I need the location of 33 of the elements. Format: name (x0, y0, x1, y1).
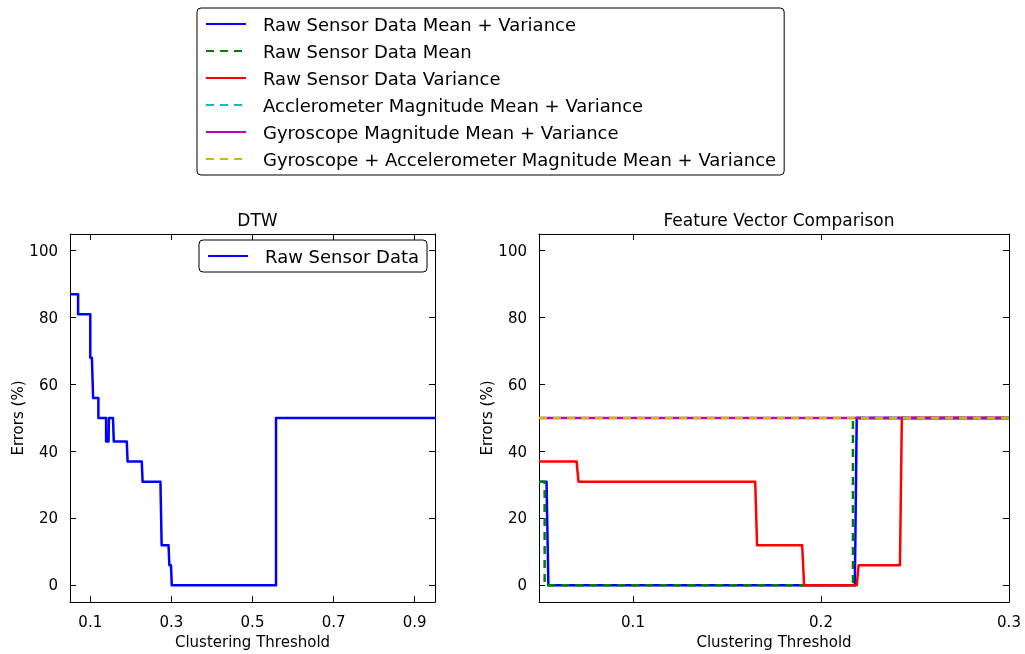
y-tick-label: 60 (38, 375, 58, 394)
chart-title: Feature Vector Comparison (663, 209, 895, 230)
y-tick-label: 40 (507, 442, 527, 461)
y-axis-title: Errors (%) (477, 380, 496, 456)
y-axis-title: Errors (%) (8, 380, 27, 456)
legend-label: Gyroscope + Accelerometer Magnitude Mean + Variance (263, 148, 777, 170)
legend-label: Raw Sensor Data Variance (263, 67, 501, 89)
y-tick-label: 20 (507, 509, 527, 528)
legend-label: Acclerometer Magnitude Mean + Variance (263, 94, 644, 116)
legend-label: Raw Sensor Data Mean (263, 40, 472, 62)
legend-label: Raw Sensor Data Mean + Variance (263, 13, 577, 35)
x-tick-label: 0.1 (621, 612, 645, 631)
y-tick-label: 0 (48, 576, 58, 595)
y-tick-label: 20 (38, 509, 58, 528)
y-tick-label: 100 (29, 241, 58, 260)
x-axis-title: Clustering Threshold (696, 632, 852, 651)
x-tick-label: 0.3 (997, 612, 1021, 631)
y-tick-label: 0 (517, 576, 527, 595)
y-tick-label: 40 (38, 442, 58, 461)
y-tick-label: 80 (507, 308, 527, 327)
y-tick-label: 80 (38, 308, 58, 327)
legend-label: Raw Sensor Data (265, 245, 419, 267)
chart-title: DTW (237, 209, 278, 230)
x-tick-label: 0.7 (321, 612, 346, 631)
x-tick-label: 0.1 (78, 612, 103, 631)
legend-label: Gyroscope Magnitude Mean + Variance (263, 121, 619, 143)
x-tick-label: 0.9 (402, 612, 427, 631)
x-tick-label: 0.3 (159, 612, 184, 631)
x-axis-title: Clustering Threshold (174, 632, 331, 651)
y-tick-label: 100 (498, 241, 527, 260)
y-tick-label: 60 (507, 375, 527, 394)
x-tick-label: 0.2 (809, 612, 833, 631)
x-tick-label: 0.5 (240, 612, 265, 631)
